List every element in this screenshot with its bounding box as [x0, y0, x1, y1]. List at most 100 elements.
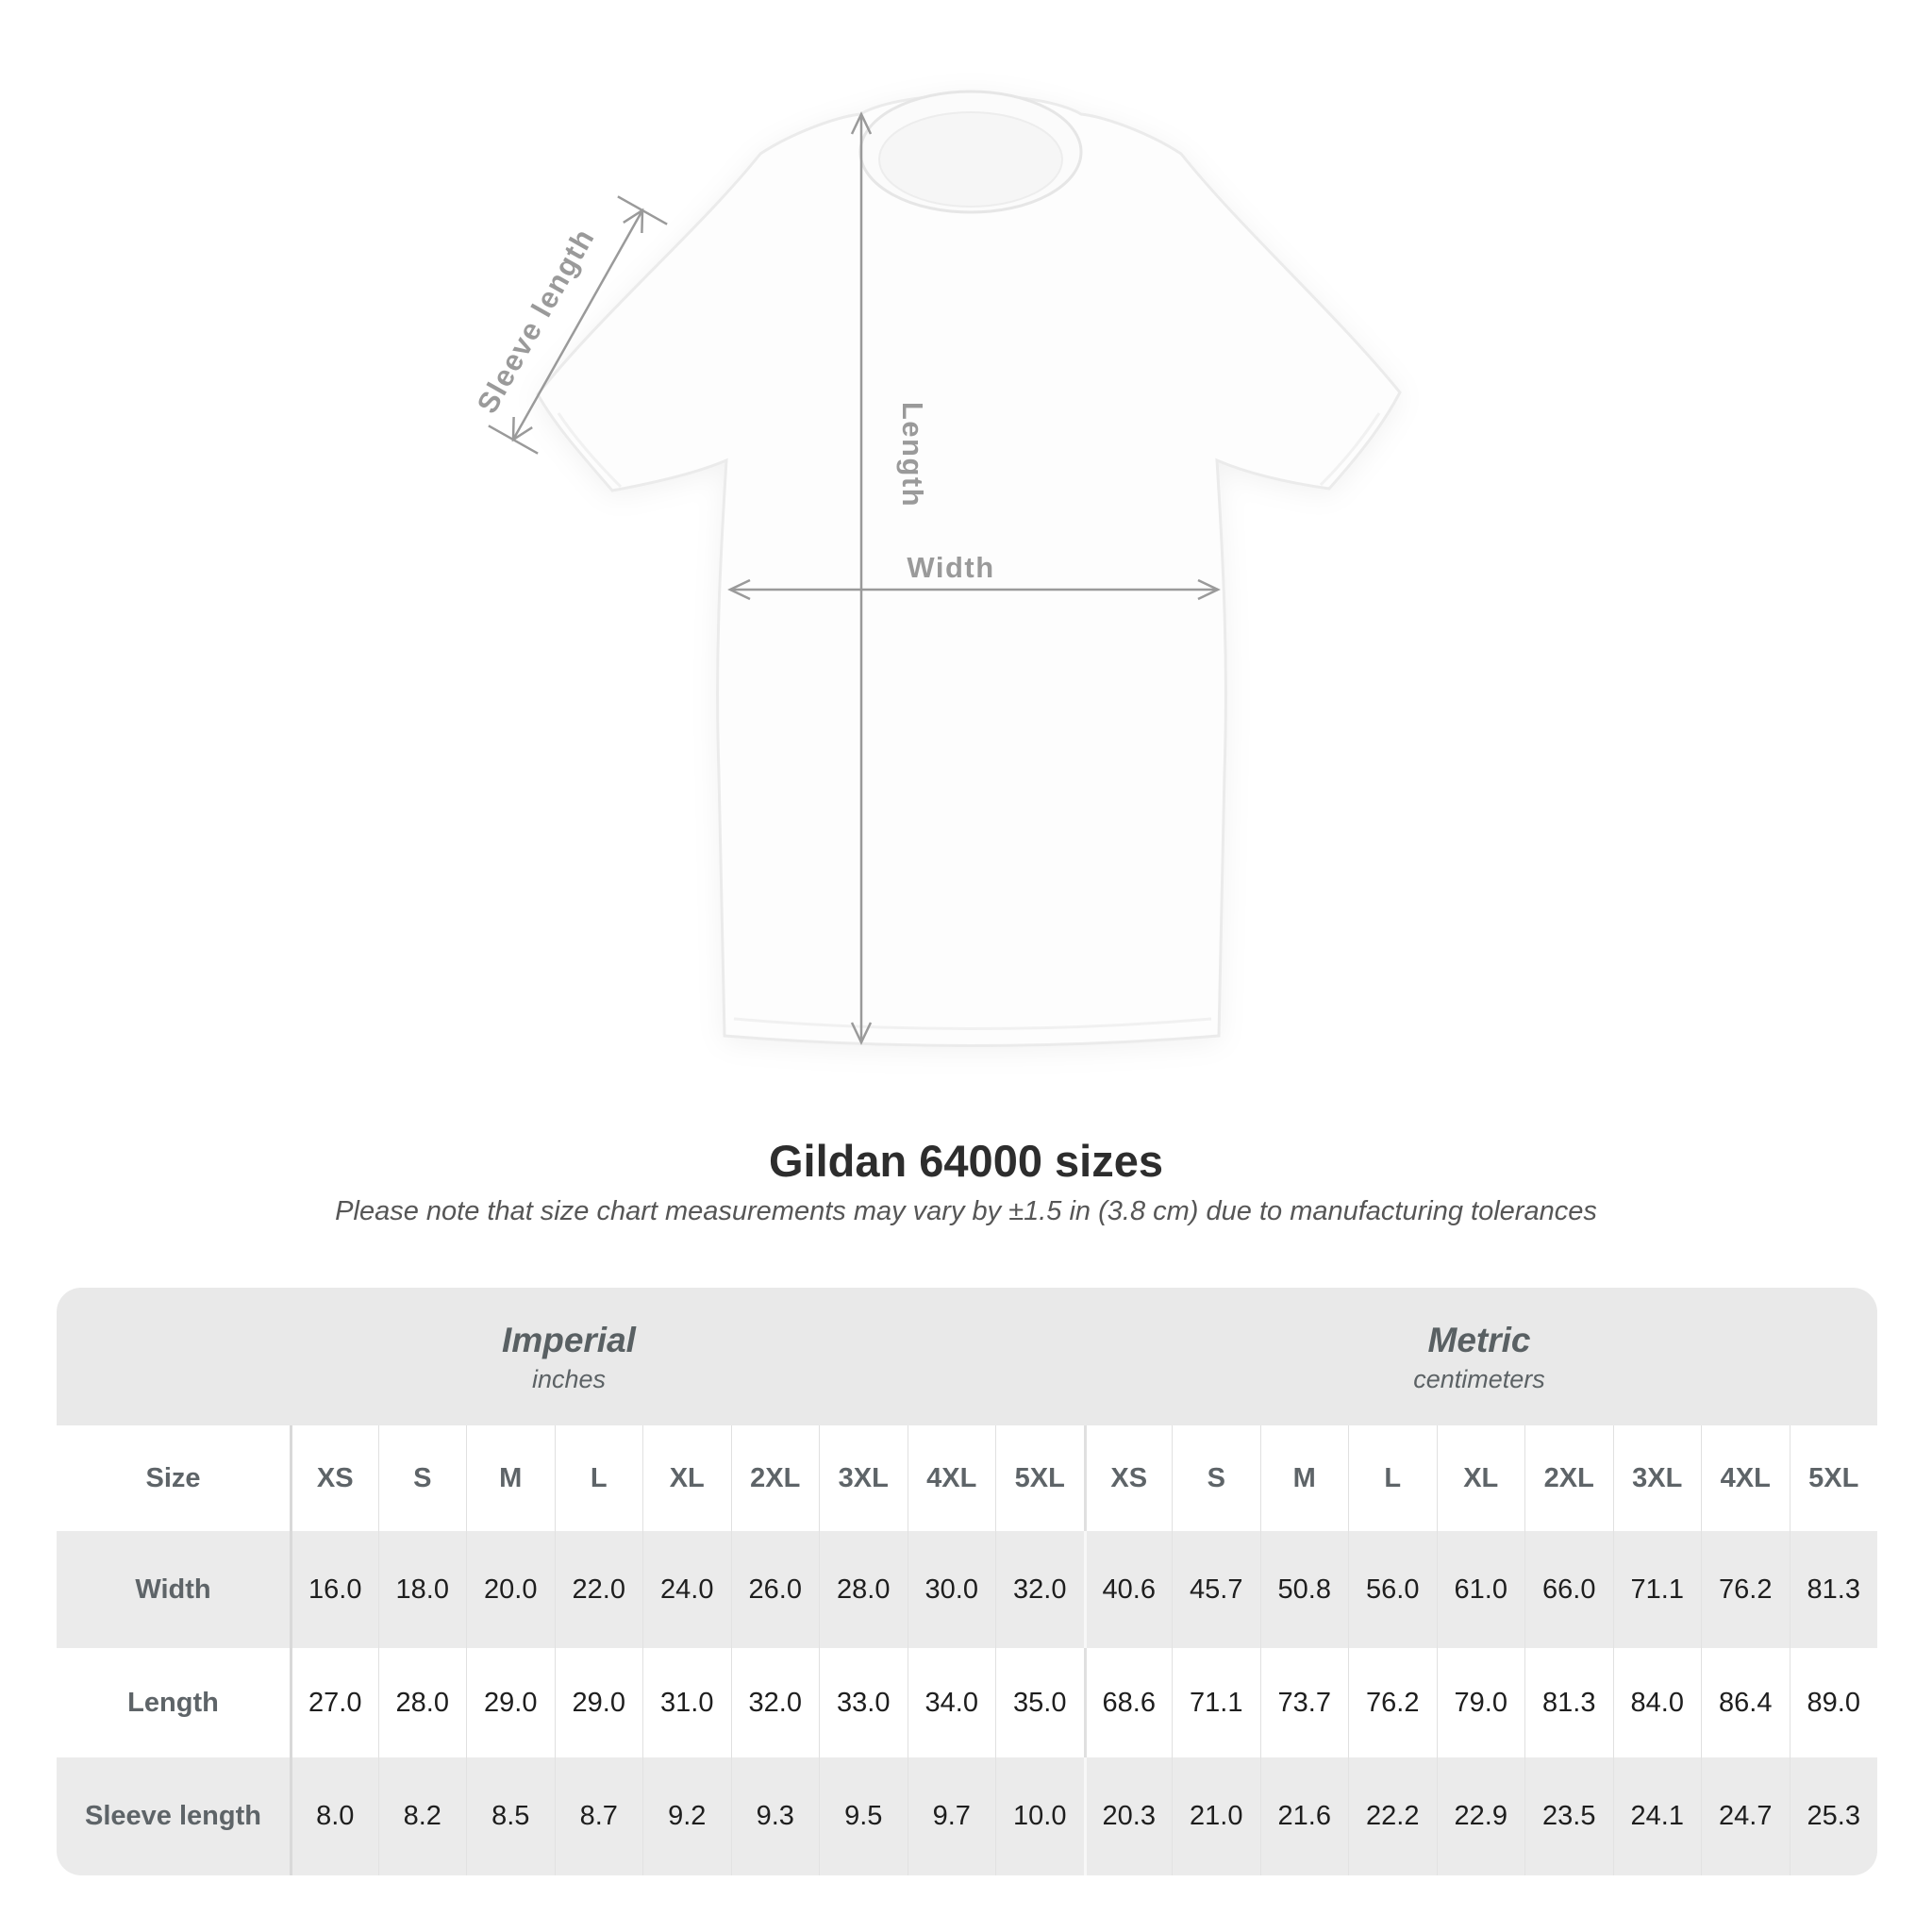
- tolerance-note: Please note that size chart measurements…: [335, 1196, 1597, 1226]
- table-cell: 76.2: [1701, 1531, 1790, 1648]
- table-cell: 24.0: [642, 1531, 731, 1648]
- table-cell: 79.0: [1436, 1648, 1525, 1757]
- tshirt-right-sleeve-seam: [1319, 412, 1381, 487]
- table-cell: 8.2: [377, 1757, 467, 1875]
- size-header-cell: XS: [290, 1425, 378, 1531]
- tshirt-collar-inner: [878, 111, 1063, 208]
- size-header-cell: L: [554, 1425, 643, 1531]
- sleeve-length-row: Sleeve length 8.0 8.2 8.5 8.7 9.2 9.3 9.…: [57, 1757, 1877, 1875]
- imperial-section-header: Imperial inches: [57, 1288, 1081, 1425]
- size-table: Imperial inches Metric centimeters Size …: [57, 1288, 1877, 1875]
- table-cell: 56.0: [1348, 1531, 1437, 1648]
- table-cell: 86.4: [1701, 1648, 1790, 1757]
- table-cell: 71.1: [1612, 1531, 1702, 1648]
- table-cell: 40.6: [1083, 1531, 1173, 1648]
- table-cell: 29.0: [554, 1648, 643, 1757]
- length-label: Length: [896, 402, 929, 508]
- imperial-section-unit: inches: [531, 1365, 607, 1393]
- table-cell: 30.0: [907, 1531, 996, 1648]
- table-cell: 76.2: [1348, 1648, 1437, 1757]
- table-cell: 9.3: [730, 1757, 820, 1875]
- table-cell: 18.0: [377, 1531, 467, 1648]
- table-cell: 23.5: [1524, 1757, 1613, 1875]
- table-cell: 22.0: [554, 1531, 643, 1648]
- size-header-cell: 5XL: [995, 1425, 1084, 1531]
- table-cell: 73.7: [1259, 1648, 1349, 1757]
- size-header-cell: 4XL: [907, 1425, 996, 1531]
- size-header-cell: 2XL: [1524, 1425, 1613, 1531]
- tshirt-hem-seam: [733, 1017, 1212, 1030]
- table-cell: 21.6: [1259, 1757, 1349, 1875]
- length-row: Length 27.0 28.0 29.0 29.0 31.0 32.0 33.…: [57, 1648, 1877, 1757]
- width-row: Width 16.0 18.0 20.0 22.0 24.0 26.0 28.0…: [57, 1531, 1877, 1648]
- table-cell: 29.0: [466, 1648, 555, 1757]
- width-arrow: [727, 578, 1221, 601]
- size-header-cell: S: [1172, 1425, 1260, 1531]
- table-cell: 22.9: [1436, 1757, 1525, 1875]
- table-cell: 34.0: [907, 1648, 996, 1757]
- tshirt-diagram: Sleeve length Length Width: [471, 90, 1402, 1047]
- unit-section-header-row: Imperial inches Metric centimeters: [57, 1288, 1877, 1425]
- size-header-cell: M: [1259, 1425, 1349, 1531]
- table-cell: 8.5: [466, 1757, 555, 1875]
- size-header-cell: 3XL: [819, 1425, 908, 1531]
- table-cell: 45.7: [1172, 1531, 1260, 1648]
- width-label: Width: [907, 551, 994, 584]
- table-cell: 22.2: [1348, 1757, 1437, 1875]
- table-cell: 61.0: [1436, 1531, 1525, 1648]
- size-header-cell: 5XL: [1789, 1425, 1878, 1531]
- table-cell: 71.1: [1172, 1648, 1260, 1757]
- size-header-cell: 3XL: [1612, 1425, 1702, 1531]
- size-header-cell: 2XL: [730, 1425, 820, 1531]
- table-cell: 9.5: [819, 1757, 908, 1875]
- size-header-cell: 4XL: [1701, 1425, 1790, 1531]
- sleeve-length-arrow: [488, 195, 668, 455]
- table-cell: 27.0: [290, 1648, 378, 1757]
- table-cell: 25.3: [1789, 1757, 1878, 1875]
- table-cell: 20.0: [466, 1531, 555, 1648]
- size-header-cell: M: [466, 1425, 555, 1531]
- size-column-header: Size: [145, 1462, 201, 1493]
- table-cell: 35.0: [995, 1648, 1084, 1757]
- table-cell: 9.2: [642, 1757, 731, 1875]
- table-cell: 50.8: [1259, 1531, 1349, 1648]
- table-cell: 20.3: [1083, 1757, 1173, 1875]
- table-cell: 89.0: [1789, 1648, 1878, 1757]
- table-cell: 8.7: [554, 1757, 643, 1875]
- size-header-row: Size XS S M L XL 2XL 3XL 4XL 5XL XS S M …: [57, 1425, 1877, 1531]
- imperial-section-title: Imperial: [502, 1321, 636, 1359]
- table-cell: 81.3: [1524, 1648, 1613, 1757]
- tshirt-left-sleeve-seam: [557, 412, 623, 489]
- table-cell: 9.7: [907, 1757, 996, 1875]
- table-cell: 81.3: [1789, 1531, 1878, 1648]
- table-cell: 16.0: [290, 1531, 378, 1648]
- table-cell: 24.7: [1701, 1757, 1790, 1875]
- table-cell: 10.0: [995, 1757, 1084, 1875]
- table-cell: 28.0: [377, 1648, 467, 1757]
- metric-section-title: Metric: [1427, 1321, 1531, 1359]
- page-title: Gildan 64000 sizes: [768, 1136, 1164, 1186]
- measurement-arrows: [488, 111, 1221, 1045]
- size-header-cell: XL: [642, 1425, 731, 1531]
- row-label-length: Length: [127, 1687, 219, 1718]
- row-label-width: Width: [135, 1574, 211, 1605]
- table-cell: 24.1: [1612, 1757, 1702, 1875]
- metric-section-header: Metric centimeters: [1081, 1288, 1877, 1425]
- size-header-cell: XS: [1083, 1425, 1173, 1531]
- size-header-cell: L: [1348, 1425, 1437, 1531]
- table-cell: 8.0: [290, 1757, 378, 1875]
- table-cell: 33.0: [819, 1648, 908, 1757]
- table-cell: 66.0: [1524, 1531, 1613, 1648]
- table-cell: 31.0: [642, 1648, 731, 1757]
- table-cell: 68.6: [1083, 1648, 1173, 1757]
- size-header-cell: S: [377, 1425, 467, 1531]
- length-arrow: [850, 111, 873, 1045]
- tshirt-image: [536, 90, 1402, 1047]
- table-cell: 84.0: [1612, 1648, 1702, 1757]
- table-cell: 28.0: [819, 1531, 908, 1648]
- table-cell: 21.0: [1172, 1757, 1260, 1875]
- tshirt-body: [536, 93, 1402, 1047]
- size-header-cell: XL: [1436, 1425, 1525, 1531]
- table-cell: 32.0: [995, 1531, 1084, 1648]
